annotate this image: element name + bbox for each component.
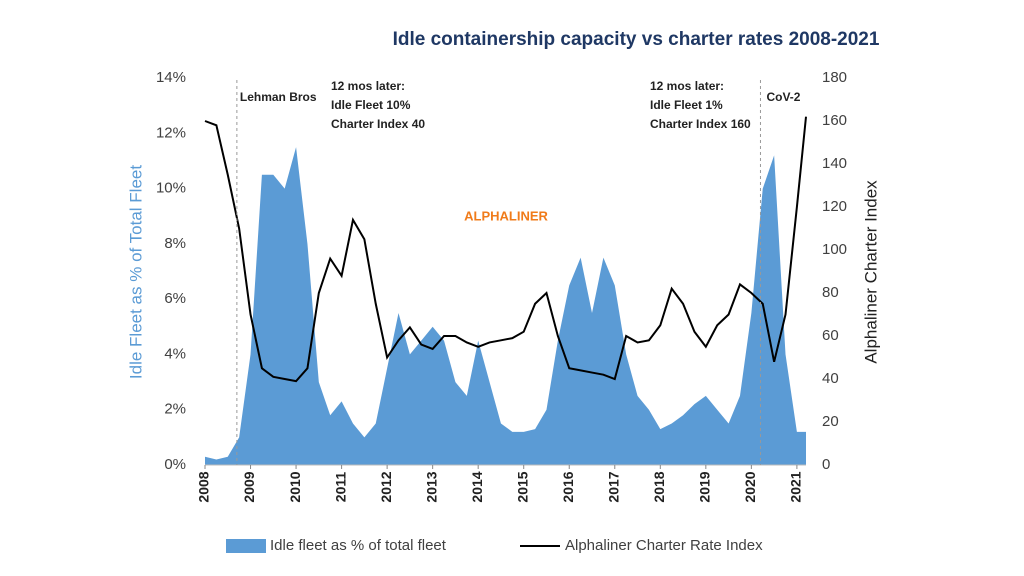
y-tick-label: 8% bbox=[164, 235, 186, 252]
y2-tick-label: 120 bbox=[822, 198, 847, 215]
event-note: 12 mos later: bbox=[650, 79, 724, 93]
y2-tick-label: 100 bbox=[822, 241, 847, 258]
x-tick-label: 2012 bbox=[378, 471, 394, 502]
idle-area bbox=[205, 147, 806, 465]
y-tick-label: 6% bbox=[164, 290, 186, 307]
x-tick-label: 2009 bbox=[241, 471, 257, 502]
y2-tick-label: 140 bbox=[822, 155, 847, 172]
legend-label: Alphaliner Charter Rate Index bbox=[565, 537, 763, 554]
event-note: Idle Fleet 1% bbox=[650, 98, 723, 112]
y2-tick-label: 80 bbox=[822, 284, 839, 301]
x-tick-label: 2016 bbox=[560, 471, 576, 502]
charter-line bbox=[204, 116, 807, 383]
y2-axis-label: Alphaliner Charter Index bbox=[861, 180, 880, 364]
event-label: CoV-2 bbox=[766, 90, 800, 104]
x-tick-label: 2018 bbox=[651, 471, 667, 502]
x-tick-label: 2008 bbox=[196, 471, 212, 502]
event-note: Idle Fleet 10% bbox=[331, 98, 411, 112]
y2-tick-label: 20 bbox=[822, 413, 839, 430]
chart-title: Idle containership capacity vs charter r… bbox=[393, 29, 880, 50]
y-tick-label: 10% bbox=[156, 180, 186, 197]
x-tick-label: 2021 bbox=[788, 471, 804, 502]
event-label: Lehman Bros bbox=[240, 90, 317, 104]
y-tick-label: 14% bbox=[156, 69, 186, 86]
legend-swatch bbox=[226, 539, 266, 553]
y-tick-label: 2% bbox=[164, 401, 186, 418]
y2-tick-label: 160 bbox=[822, 112, 847, 129]
y-tick-label: 0% bbox=[164, 456, 186, 473]
y-axis-label: Idle Fleet as % of Total Fleet bbox=[126, 165, 145, 379]
event-note: 12 mos later: bbox=[331, 79, 405, 93]
x-tick-label: 2019 bbox=[697, 471, 713, 502]
x-tick-label: 2013 bbox=[423, 471, 439, 502]
watermark: ALPHALINER bbox=[464, 208, 548, 223]
event-note: Charter Index 40 bbox=[331, 117, 425, 131]
legend-label: Idle fleet as % of total fleet bbox=[270, 537, 447, 554]
y2-tick-label: 60 bbox=[822, 327, 839, 344]
y2-tick-label: 0 bbox=[822, 456, 830, 473]
y-tick-label: 12% bbox=[156, 124, 186, 141]
y-tick-label: 4% bbox=[164, 345, 186, 362]
x-tick-label: 2017 bbox=[605, 471, 621, 502]
x-tick-label: 2011 bbox=[332, 472, 348, 503]
event-note: Charter Index 160 bbox=[650, 117, 751, 131]
x-tick-label: 2010 bbox=[287, 471, 303, 502]
x-tick-label: 2014 bbox=[469, 471, 485, 502]
y2-tick-label: 40 bbox=[822, 370, 839, 387]
x-tick-label: 2015 bbox=[514, 471, 530, 502]
y2-tick-label: 180 bbox=[822, 69, 847, 86]
x-tick-label: 2020 bbox=[742, 471, 758, 502]
